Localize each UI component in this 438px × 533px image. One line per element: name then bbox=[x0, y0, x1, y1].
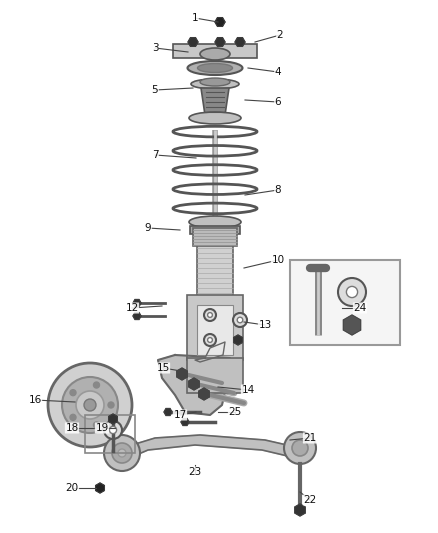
Text: 18: 18 bbox=[65, 423, 79, 433]
Ellipse shape bbox=[200, 78, 230, 86]
Polygon shape bbox=[233, 335, 242, 345]
Circle shape bbox=[112, 443, 132, 463]
Bar bbox=[85, 415, 135, 453]
Polygon shape bbox=[189, 378, 199, 390]
Polygon shape bbox=[235, 38, 245, 46]
Bar bbox=[187, 358, 243, 393]
Polygon shape bbox=[199, 388, 209, 400]
Circle shape bbox=[208, 337, 212, 342]
Circle shape bbox=[104, 421, 122, 439]
Polygon shape bbox=[195, 342, 225, 362]
Text: 19: 19 bbox=[95, 423, 109, 433]
Circle shape bbox=[208, 312, 212, 317]
Polygon shape bbox=[95, 483, 104, 493]
Text: 16: 16 bbox=[28, 395, 42, 405]
Text: 20: 20 bbox=[65, 483, 78, 493]
Text: 15: 15 bbox=[156, 363, 170, 373]
Text: 2: 2 bbox=[277, 30, 283, 40]
Bar bbox=[197, 234, 233, 329]
Circle shape bbox=[284, 432, 316, 464]
Circle shape bbox=[292, 440, 308, 456]
Bar bbox=[197, 305, 233, 355]
Circle shape bbox=[93, 422, 99, 428]
Text: 3: 3 bbox=[152, 43, 158, 53]
Circle shape bbox=[233, 313, 247, 327]
Text: 22: 22 bbox=[304, 495, 317, 505]
Text: 23: 23 bbox=[188, 467, 201, 477]
Circle shape bbox=[204, 334, 216, 346]
Ellipse shape bbox=[198, 63, 233, 72]
Circle shape bbox=[110, 426, 117, 434]
Circle shape bbox=[76, 391, 104, 419]
Circle shape bbox=[84, 399, 96, 411]
Polygon shape bbox=[164, 408, 172, 415]
Circle shape bbox=[108, 402, 114, 408]
Text: 10: 10 bbox=[272, 255, 285, 265]
Circle shape bbox=[346, 286, 357, 297]
Circle shape bbox=[70, 390, 76, 395]
Polygon shape bbox=[343, 315, 360, 335]
Polygon shape bbox=[133, 312, 141, 319]
Ellipse shape bbox=[200, 48, 230, 60]
Circle shape bbox=[338, 278, 366, 306]
Text: 25: 25 bbox=[228, 407, 242, 417]
Text: 4: 4 bbox=[275, 67, 281, 77]
Polygon shape bbox=[201, 88, 229, 115]
Circle shape bbox=[93, 382, 99, 388]
Text: 17: 17 bbox=[173, 410, 187, 420]
Text: 6: 6 bbox=[275, 97, 281, 107]
Polygon shape bbox=[295, 504, 305, 516]
Polygon shape bbox=[188, 38, 198, 46]
Polygon shape bbox=[133, 300, 141, 306]
Text: 8: 8 bbox=[275, 185, 281, 195]
Text: 7: 7 bbox=[152, 150, 158, 160]
Ellipse shape bbox=[191, 79, 239, 89]
Text: 14: 14 bbox=[241, 385, 254, 395]
Polygon shape bbox=[215, 18, 225, 26]
Circle shape bbox=[104, 435, 140, 471]
Ellipse shape bbox=[189, 112, 241, 124]
Text: 21: 21 bbox=[304, 433, 317, 443]
Polygon shape bbox=[118, 435, 300, 462]
Circle shape bbox=[237, 317, 243, 323]
Text: 24: 24 bbox=[353, 303, 367, 313]
Polygon shape bbox=[215, 38, 225, 46]
Polygon shape bbox=[181, 418, 189, 425]
Bar bbox=[193, 228, 237, 246]
Ellipse shape bbox=[189, 216, 241, 228]
Bar bbox=[173, 44, 257, 58]
Text: 13: 13 bbox=[258, 320, 272, 330]
Bar bbox=[290, 260, 400, 345]
Circle shape bbox=[70, 414, 76, 421]
Circle shape bbox=[204, 309, 216, 321]
Ellipse shape bbox=[187, 61, 243, 75]
Bar bbox=[187, 295, 243, 360]
Text: 12: 12 bbox=[125, 303, 138, 313]
Polygon shape bbox=[158, 355, 230, 415]
Text: 1: 1 bbox=[192, 13, 198, 23]
Polygon shape bbox=[109, 414, 117, 424]
Circle shape bbox=[118, 449, 126, 457]
Polygon shape bbox=[177, 368, 187, 380]
Circle shape bbox=[48, 363, 132, 447]
Circle shape bbox=[62, 377, 118, 433]
Text: 5: 5 bbox=[152, 85, 158, 95]
Text: 9: 9 bbox=[145, 223, 151, 233]
Bar bbox=[190, 226, 240, 234]
